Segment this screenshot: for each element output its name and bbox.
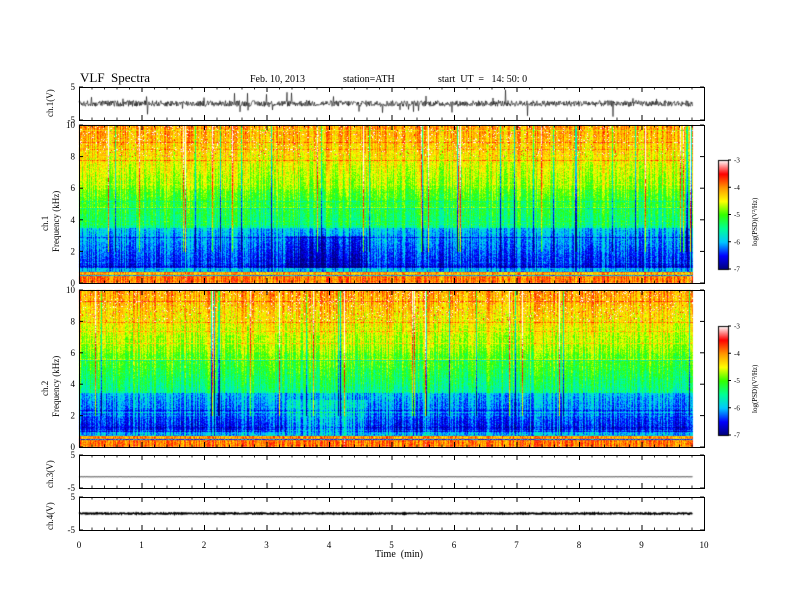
plot-title: VLF Spectra <box>80 70 151 85</box>
ch1-spectrogram-ytick-label: 10 <box>66 120 76 130</box>
ch2-spectrogram-ylabel-freq: Frequency (kHz) <box>51 355 61 417</box>
colorbar-tick-label: -6 <box>734 238 740 246</box>
colorbar-tick-label: -7 <box>734 266 740 274</box>
ch2-spectrogram-ytick-label: 0 <box>71 442 76 452</box>
ch1-waveform-ylabel: ch.1(V) <box>45 89 55 117</box>
ch1-waveform-ytick-label: -5 <box>68 115 76 125</box>
ch4-waveform-ytick-label: -5 <box>68 525 76 535</box>
ch1-spectrogram-frame <box>79 125 705 284</box>
ch1-spectrogram-ylabel-channel: ch.1 <box>40 215 50 231</box>
ch2-spectrogram-ytick-label: 8 <box>71 316 76 326</box>
ch1-spectrogram-ytick-label: 4 <box>71 215 76 225</box>
x-tick-label: 10 <box>700 540 710 550</box>
colorbar-tick-label: -6 <box>734 404 740 412</box>
ch1-colorbar-label: log(PSD)(V²/Hz) <box>751 197 759 246</box>
ch1-spectrogram-ylabel-freq: Frequency (kHz) <box>51 190 61 252</box>
ch1-spectrogram-ytick-label: 0 <box>71 278 76 288</box>
ch2-spectrogram-ytick-label: 6 <box>71 348 76 358</box>
colorbar-tick-label: -4 <box>734 350 740 358</box>
ch2-spectrogram-frame <box>79 290 705 448</box>
colorbar-tick-label: -4 <box>734 184 740 192</box>
ch1-spectrogram-ytick-label: 2 <box>71 246 76 256</box>
date-label: Feb. 10, 2013 <box>250 74 305 85</box>
x-tick-label: 0 <box>77 540 82 550</box>
ch2-spectrogram-ytick-label: 10 <box>66 285 76 295</box>
ch4-waveform-ytick-label: 5 <box>71 492 76 502</box>
x-tick-label: 1 <box>139 540 144 550</box>
ch1-spectrogram-ytick-label: 8 <box>71 152 76 162</box>
x-tick-label: 2 <box>202 540 207 550</box>
x-tick-label: 9 <box>639 540 644 550</box>
ch1-waveform-ytick-label: 5 <box>71 82 76 92</box>
ch2-spectrogram-ylabel-channel: ch.2 <box>40 380 50 396</box>
x-tick-label: 6 <box>452 540 457 550</box>
x-tick-label: 3 <box>264 540 269 550</box>
ch2-spectrogram-ytick-label: 2 <box>71 411 76 421</box>
colorbar-tick-label: -5 <box>734 377 740 385</box>
ch3-waveform-ytick-label: -5 <box>68 483 76 493</box>
ch3-waveform-ylabel: ch.3(V) <box>45 460 55 488</box>
colorbar-tick-label: -3 <box>734 157 740 165</box>
x-tick-label: 7 <box>514 540 519 550</box>
colorbar-tick-label: -7 <box>734 432 740 440</box>
x-tick-label: 5 <box>389 540 394 550</box>
x-tick-label: 8 <box>577 540 582 550</box>
x-axis-label: Time (min) <box>375 549 423 560</box>
x-tick-label: 4 <box>327 540 332 550</box>
colorbar-tick-label: -5 <box>734 211 740 219</box>
ch1-spectrogram-ytick-label: 6 <box>71 183 76 193</box>
ch2-colorbar-label: log(PSD)(V²/Hz) <box>751 364 759 413</box>
station-label: station=ATH <box>343 74 395 85</box>
colorbar-tick-label: -3 <box>734 323 740 331</box>
ch3-waveform-ytick-label: 5 <box>71 450 76 460</box>
start-time-label: start UT = 14: 50: 0 <box>438 74 528 85</box>
ch4-waveform-ylabel: ch.4(V) <box>45 502 55 530</box>
ch2-spectrogram-ytick-label: 4 <box>71 379 76 389</box>
